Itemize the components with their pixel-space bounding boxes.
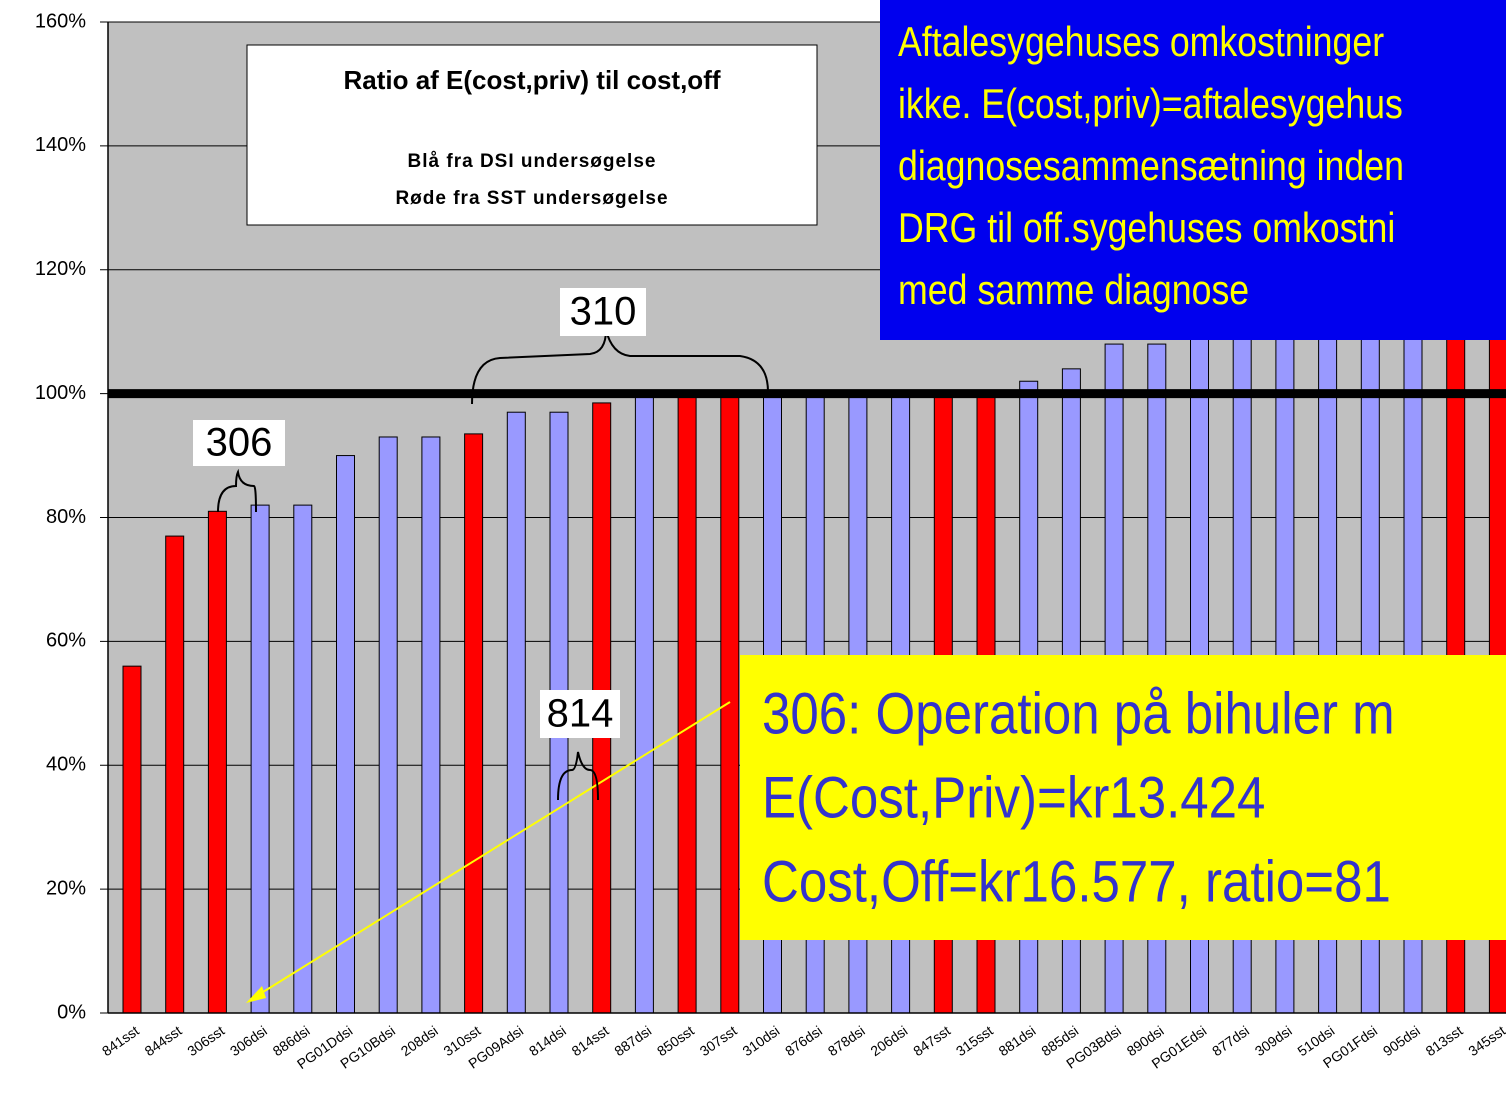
- bar: [506, 411, 526, 1014]
- x-tick-label: 306sst: [184, 1022, 227, 1059]
- x-tick-label: 306dsi: [227, 1022, 270, 1059]
- x-tick-label: 847sst: [910, 1022, 953, 1059]
- x-tick-label: 315sst: [953, 1022, 996, 1059]
- arrow: [254, 701, 731, 998]
- annotation-label: 306: [206, 421, 273, 465]
- note-line: ikke. E(cost,priv)=aftalesygehus: [898, 81, 1403, 127]
- brace: [217, 468, 257, 513]
- note-line: Aftalesygehuses omkostninger: [898, 19, 1384, 65]
- y-tick-label: 120%: [35, 258, 86, 280]
- bar: [634, 393, 654, 1014]
- y-tick-label: 60%: [46, 630, 86, 652]
- example-line: Cost,Off=kr16.577, ratio=81: [762, 849, 1391, 914]
- x-tick-label: 814sst: [569, 1022, 612, 1059]
- annotation-label: 310: [570, 290, 637, 334]
- note-line: med samme diagnose: [898, 267, 1249, 313]
- bar: [378, 436, 398, 1014]
- legend-title: Ratio af E(cost,priv) til cost,off: [343, 65, 720, 95]
- x-tick-label: 813sst: [1423, 1022, 1466, 1059]
- y-tick-label: 0%: [57, 1001, 86, 1023]
- arrow-head: [246, 986, 266, 1003]
- x-tick-label: 887dsi: [611, 1022, 654, 1059]
- legend-line: Røde fra SST undersøgelse: [395, 188, 668, 209]
- bar: [165, 535, 185, 1014]
- bar: [207, 510, 227, 1014]
- x-tick-label: 877dsi: [1209, 1022, 1252, 1059]
- y-tick-label: 80%: [46, 506, 86, 528]
- note-box: [880, 0, 1506, 340]
- bar: [677, 393, 697, 1014]
- x-tick-label: 881dsi: [996, 1022, 1039, 1059]
- bar: [122, 665, 142, 1014]
- legend-line: Blå fra DSI undersøgelse: [408, 151, 657, 172]
- x-tick-label: 905dsi: [1380, 1022, 1423, 1059]
- label-box: [540, 690, 620, 738]
- x-tick-label: 878dsi: [825, 1022, 868, 1059]
- example-box: [740, 655, 1506, 940]
- example-line: 306: Operation på bihuler m: [762, 681, 1395, 746]
- annotation-label: 814: [547, 692, 614, 736]
- y-tick-label: 140%: [35, 134, 86, 156]
- y-tick-label: 20%: [46, 877, 86, 899]
- x-tick-label: 844sst: [142, 1022, 185, 1059]
- x-tick-label: 206dsi: [867, 1022, 910, 1059]
- bar: [293, 504, 313, 1014]
- x-tick-label: 850sst: [654, 1022, 697, 1059]
- label-box: [560, 288, 646, 336]
- x-tick-label: 307sst: [697, 1022, 740, 1059]
- x-tick-label: 208dsi: [398, 1022, 441, 1059]
- x-tick-label: 814dsi: [526, 1022, 569, 1059]
- bar: [720, 393, 740, 1014]
- y-tick-label: 40%: [46, 754, 86, 776]
- x-tick-label: 876dsi: [782, 1022, 825, 1059]
- y-tick-label: 100%: [35, 382, 86, 404]
- x-tick-label: 309dsi: [1252, 1022, 1295, 1059]
- x-tick-label: 310dsi: [739, 1022, 782, 1059]
- label-box: [193, 420, 285, 466]
- bar: [336, 455, 355, 1014]
- y-tick-label: 160%: [35, 10, 86, 32]
- brace: [557, 751, 599, 801]
- x-tick-label: 345sst: [1465, 1022, 1506, 1059]
- example-line: E(Cost,Priv)=kr13.424: [762, 765, 1265, 830]
- bar: [464, 433, 484, 1014]
- x-tick-label: 841sst: [99, 1022, 142, 1059]
- bar: [421, 436, 441, 1014]
- legend-box: [246, 44, 818, 226]
- note-line: DRG til off.sygehuses omkostni: [898, 205, 1395, 251]
- note-line: diagnosesammensætning inden: [898, 143, 1404, 189]
- bar: [250, 504, 270, 1014]
